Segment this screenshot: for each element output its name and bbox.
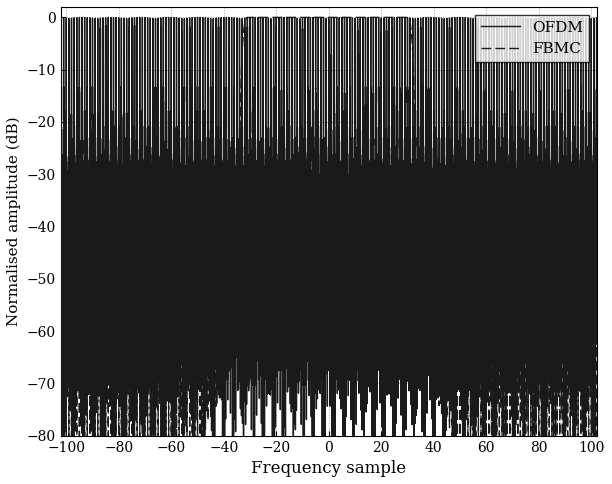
- FBMC: [349, 15, 356, 20]
- Line: FBMC: FBMC: [53, 17, 605, 436]
- OFDM: [50, 15, 57, 20]
- OFDM: [87, 266, 94, 272]
- FBMC: [261, 15, 268, 20]
- Line: OFDM: OFDM: [53, 17, 605, 436]
- FBMC: [87, 273, 94, 279]
- OFDM: [182, 204, 190, 210]
- OFDM: [458, 167, 466, 173]
- Y-axis label: Normalised amplitude (dB): Normalised amplitude (dB): [7, 117, 21, 326]
- OFDM: [261, 206, 268, 212]
- OFDM: [601, 15, 608, 20]
- Legend: OFDM, FBMC: OFDM, FBMC: [476, 15, 589, 62]
- OFDM: [349, 163, 356, 168]
- OFDM: [50, 433, 58, 439]
- FBMC: [182, 230, 189, 236]
- FBMC: [601, 433, 608, 439]
- FBMC: [50, 433, 57, 439]
- X-axis label: Frequency sample: Frequency sample: [251, 460, 406, 477]
- FBMC: [381, 15, 389, 20]
- FBMC: [458, 265, 466, 271]
- FBMC: [317, 15, 324, 20]
- OFDM: [381, 203, 389, 209]
